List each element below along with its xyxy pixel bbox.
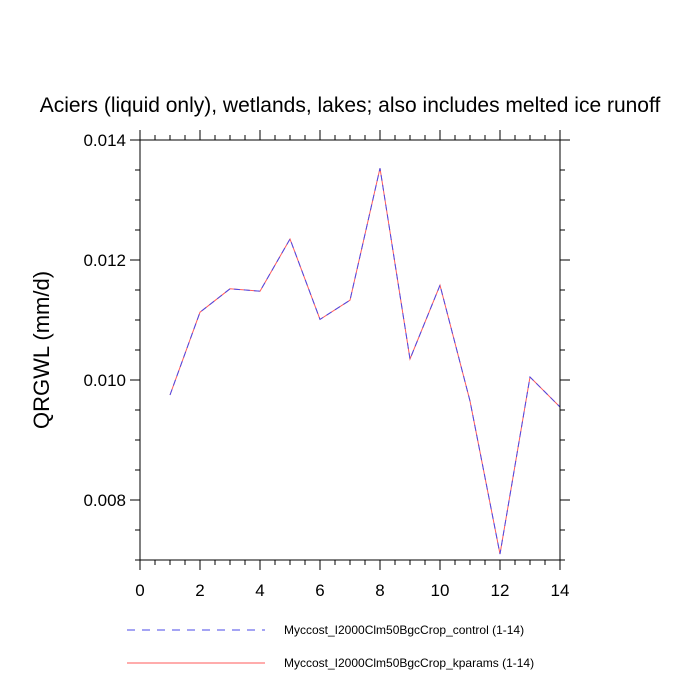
axis-ticks [130, 130, 570, 570]
legend: Myccost_I2000Clm50BgcCrop_control (1-14)… [127, 623, 534, 670]
x-tick-label: 10 [431, 581, 450, 600]
x-tick-label: 14 [551, 581, 570, 600]
chart-title: Aciers (liquid only), wetlands, lakes; a… [40, 94, 661, 117]
legend-label-2: Myccost_I2000Clm50BgcCrop_kparams (1-14) [284, 656, 534, 670]
y-axis-label: QRGWL (mm/d) [29, 271, 54, 429]
y-tick-label: 0.008 [83, 491, 126, 510]
y-tick-label: 0.012 [83, 251, 126, 270]
x-tick-label: 12 [491, 581, 510, 600]
series-line-1 [169, 168, 561, 555]
x-tick-label: 2 [195, 581, 204, 600]
x-tick-label: 4 [255, 581, 264, 600]
x-tick-label: 6 [315, 581, 324, 600]
series-line-2 [169, 168, 561, 555]
x-tick-label: 8 [375, 581, 384, 600]
x-tick-label: 0 [135, 581, 144, 600]
x-tick-labels: 0 2 4 6 8 10 12 14 [135, 581, 569, 600]
y-tick-label: 0.010 [83, 371, 126, 390]
y-tick-labels: 0.008 0.010 0.012 0.014 [83, 131, 126, 510]
y-tick-label: 0.014 [83, 131, 126, 150]
series-lines [169, 168, 561, 555]
plot-frame [139, 139, 561, 561]
legend-label-1: Myccost_I2000Clm50BgcCrop_control (1-14) [284, 623, 524, 637]
